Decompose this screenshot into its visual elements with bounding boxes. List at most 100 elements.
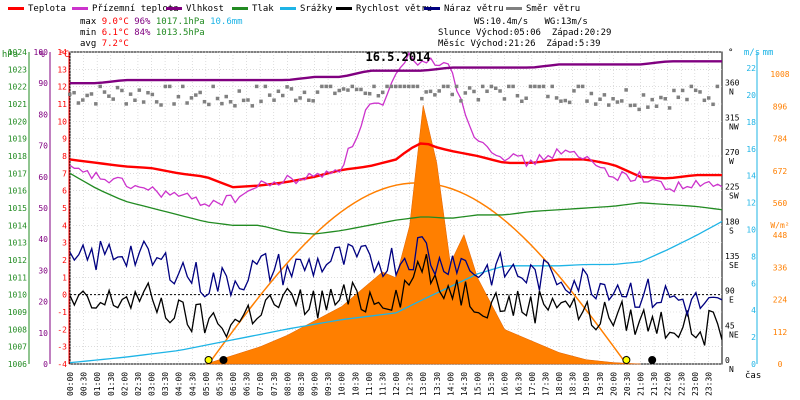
wind-direction-point (428, 89, 433, 94)
legend-teplota: Teplota (8, 3, 66, 15)
x-tick-label: 06:00 (229, 372, 238, 396)
tick-label-percent: 10 (38, 329, 48, 338)
sun-info: Slunce Východ:05:06 Západ:20:29 (438, 28, 611, 39)
wind-direction-point (698, 90, 702, 94)
tick-label-direction: 180 (725, 217, 740, 226)
tick-label-direction: 90 (725, 287, 735, 296)
wind-direction-point (559, 99, 563, 103)
axis-label-mm: mm (763, 48, 774, 58)
wind-direction-point (663, 97, 667, 101)
wind-direction-point (620, 99, 624, 103)
tick-label-wm2: 784 (773, 135, 788, 144)
wind-direction-point (163, 84, 168, 89)
tick-label-hpa: 1017 (8, 169, 27, 178)
legend-swatch (336, 7, 352, 10)
sun-rise: Východ:05:06 (475, 28, 541, 38)
tick-label-compass: NW (729, 122, 739, 131)
wind-direction-point (459, 99, 463, 103)
wind-direction-point (624, 88, 628, 92)
x-tick-label: 23:00 (691, 372, 700, 396)
wind-direction-point (372, 84, 376, 89)
axis-label-percent: % (39, 50, 45, 60)
tick-label-ms: 0 (751, 360, 756, 369)
wind-direction-point (68, 92, 72, 97)
wind-direction-point (359, 87, 363, 92)
series-vlhkost (70, 60, 722, 85)
axis-label-hpa: hPa (2, 50, 18, 60)
wind-direction-point (454, 84, 459, 89)
wind-direction-point (172, 102, 176, 106)
x-tick-label: 05:00 (202, 372, 211, 396)
x-axis-label: čas (745, 370, 761, 381)
stat-max-temp: 9.0°C (101, 17, 129, 27)
tick-label-wm2: 1008 (770, 70, 789, 79)
legend-swatch (424, 7, 440, 10)
wind-direction-point (272, 98, 276, 102)
tick-label-celsius: 2 (62, 256, 67, 265)
wind-direction-point (424, 90, 428, 94)
x-tick-label: 13:30 (433, 372, 442, 396)
tick-label-percent: 30 (38, 266, 48, 275)
x-tick-label: 22:30 (677, 372, 686, 396)
legend-label: Přízemní teplota (92, 4, 179, 14)
wind-direction-point (328, 84, 333, 89)
wind-direction-point (380, 90, 385, 95)
stat-min-temp: 6.1°C (101, 28, 129, 38)
wind-direction-point (333, 91, 337, 96)
x-tick-label: 01:30 (107, 372, 116, 396)
wind-direction-point (567, 100, 572, 105)
wind-direction-point (354, 87, 359, 92)
stat-max-rain: 10.6mm (210, 17, 243, 27)
legend-swatch (280, 7, 296, 10)
wind-direction-point (641, 93, 646, 97)
tick-label-wm2: 112 (773, 328, 788, 337)
x-tick-label: 18:00 (555, 372, 564, 396)
chart-title: 16.5.2014 (365, 50, 430, 64)
axis-label-ms: m/s (744, 48, 760, 58)
wind-direction-point (550, 84, 554, 89)
series-tlak (69, 172, 723, 235)
x-tick-label: 22:00 (664, 372, 673, 396)
x-tick-label: 03:00 (148, 372, 157, 396)
wind-direction-point (94, 102, 98, 106)
wind-direction-point (715, 84, 720, 89)
stat-min-label: min (80, 28, 97, 38)
tick-label-hpa: 1009 (8, 308, 27, 317)
legend-swatch (72, 7, 88, 10)
wind-direction-point (181, 84, 185, 89)
tick-label-hpa: 1011 (8, 273, 27, 282)
tick-label-hpa: 1014 (8, 221, 27, 230)
stat-avg-temp: 7.2°C (101, 39, 129, 49)
tick-label-celsius: 5 (62, 204, 67, 213)
wind-direction-point (98, 84, 102, 89)
wind-direction-point (72, 90, 76, 95)
sun-set: Západ:20:29 (551, 28, 612, 38)
wind-direction-point (202, 99, 207, 104)
sunset-marker (622, 356, 631, 364)
legend-label: Směr větru (526, 4, 581, 14)
wind-direction-point (628, 103, 633, 108)
tick-label-direction: 135 (725, 252, 740, 261)
wind-direction-point (680, 88, 685, 93)
tick-label-ms: 18 (746, 118, 756, 127)
tick-label-wm2: 672 (773, 167, 788, 176)
legend-label: Náraz větru (444, 4, 504, 14)
tick-label-compass: E (729, 296, 734, 305)
wind-direction-point (659, 95, 663, 100)
tick-label-percent: 70 (38, 142, 48, 151)
tick-label-hpa: 1020 (8, 117, 27, 126)
wind-direction-point (702, 98, 707, 103)
sun-curve (207, 182, 627, 365)
tick-label-hpa: 1008 (8, 325, 27, 334)
wind-direction-point (533, 84, 537, 89)
wind-direction-point (280, 93, 285, 98)
tick-label-percent: 80 (38, 110, 48, 119)
wind-direction-point (259, 99, 263, 104)
x-tick-label: 12:30 (406, 372, 415, 396)
tick-label-percent: 20 (38, 298, 48, 307)
tick-label-percent: 60 (38, 173, 48, 182)
series-teplota (69, 142, 722, 189)
wind-direction-point (146, 90, 150, 95)
x-tick-label: 17:00 (528, 372, 537, 396)
tick-label-celsius: -2 (57, 325, 67, 334)
